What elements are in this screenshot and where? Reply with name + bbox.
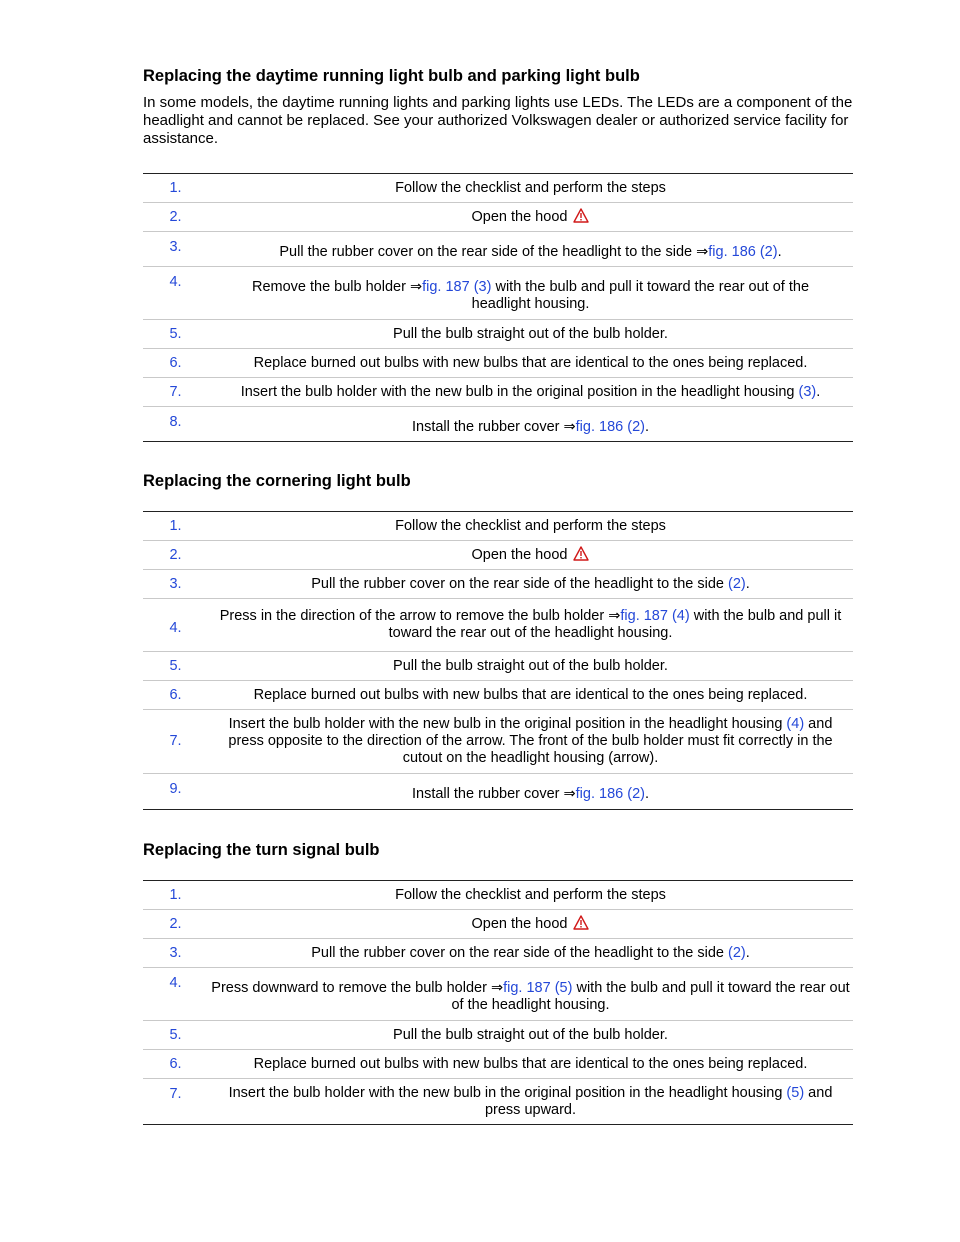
step-text: Pull the bulb straight out of the bulb h…: [208, 651, 853, 681]
figure-link[interactable]: fig. 186 (2): [575, 786, 645, 802]
step-row: 6. Replace burned out bulbs with new bul…: [143, 1049, 853, 1079]
step-row: 2. Open the hood: [143, 202, 853, 232]
step-text: Open the hood: [208, 540, 853, 570]
step-number: 5.: [143, 1020, 208, 1050]
step-text: Open the hood: [208, 202, 853, 232]
step-number: 3.: [143, 569, 208, 599]
step-row: 8. Install the rubber cover ⇒fig. 186 (2…: [143, 407, 853, 442]
step-text: Press in the direction of the arrow to r…: [208, 598, 853, 652]
step-row: 4. Remove the bulb holder ⇒fig. 187 (3) …: [143, 266, 853, 320]
step-number: 5.: [143, 651, 208, 681]
step-row: 3. Pull the rubber cover on the rear sid…: [143, 231, 853, 267]
step-text: Insert the bulb holder with the new bulb…: [208, 709, 853, 774]
step-row: 5. Pull the bulb straight out of the bul…: [143, 651, 853, 681]
step-number: 8.: [169, 414, 182, 430]
step-number: 4.: [143, 967, 208, 1021]
steps-table-cornering: 1. Follow the checklist and perform the …: [143, 511, 853, 810]
section-heading-cornering: Replacing the cornering light bulb: [143, 472, 411, 490]
step-number: 9.: [169, 781, 182, 797]
section-heading-daytime-parking: Replacing the daytime running light bulb…: [143, 67, 640, 85]
step-text: Pull the bulb straight out of the bulb h…: [208, 1020, 853, 1050]
step-number: 1.: [143, 173, 208, 203]
step-number: 2.: [143, 909, 208, 939]
step-text: Pull the bulb straight out of the bulb h…: [208, 319, 853, 349]
figure-link[interactable]: fig. 186 (2): [575, 418, 645, 435]
step-number: 2.: [143, 202, 208, 232]
warning-triangle-icon: [573, 915, 590, 930]
figure-link[interactable]: (4): [786, 716, 805, 732]
step-text: Insert the bulb holder with the new bulb…: [228, 1085, 833, 1118]
step-text: Replace burned out bulbs with new bulbs …: [208, 348, 853, 378]
step-number: 1.: [143, 880, 208, 910]
figure-link[interactable]: (2): [727, 575, 746, 592]
figure-link[interactable]: (3): [798, 383, 817, 400]
step-text: Remove the bulb holder ⇒fig. 187 (3) wit…: [208, 266, 853, 320]
step-number: 7.: [169, 1086, 182, 1102]
step-row: 4. Press downward to remove the bulb hol…: [143, 967, 853, 1021]
step-number: 1.: [143, 511, 208, 541]
warning-triangle-icon: [573, 208, 590, 223]
step-number: 3.: [143, 938, 208, 968]
step-text: Follow the checklist and perform the ste…: [208, 511, 853, 541]
step-number: 6.: [143, 1049, 208, 1079]
step-row: 1. Follow the checklist and perform the …: [143, 511, 853, 541]
step-number: 4.: [143, 598, 208, 652]
step-row: 4. Press in the direction of the arrow t…: [143, 598, 853, 652]
section-heading-turn-signal: Replacing the turn signal bulb: [143, 841, 380, 859]
step-row: 9. Install the rubber cover ⇒fig. 186 (2…: [143, 774, 853, 810]
step-row: 7. Insert the bulb holder with the new b…: [143, 377, 853, 407]
step-text: Pull the rubber cover on the rear side o…: [208, 938, 853, 968]
intro-paragraph: In some models, the daytime running ligh…: [143, 94, 853, 147]
step-text: Follow the checklist and perform the ste…: [208, 880, 853, 910]
step-text: Pull the rubber cover on the rear side o…: [208, 569, 853, 599]
step-row: 7. Insert the bulb holder with the new b…: [143, 1079, 853, 1125]
figure-link[interactable]: (2): [727, 944, 746, 961]
step-number: 5.: [143, 319, 208, 349]
figure-link[interactable]: fig. 186 (2): [708, 243, 778, 260]
step-row: 7. Insert the bulb holder with the new b…: [143, 709, 853, 774]
step-text: Insert the bulb holder with the new bulb…: [208, 377, 853, 407]
steps-table-turn-signal: 1. Follow the checklist and perform the …: [143, 880, 853, 1125]
step-text: Install the rubber cover ⇒fig. 186 (2).: [411, 418, 650, 435]
step-row: 6. Replace burned out bulbs with new bul…: [143, 680, 853, 710]
step-text: Replace burned out bulbs with new bulbs …: [208, 680, 853, 710]
step-row: 2. Open the hood: [143, 909, 853, 939]
step-text: Follow the checklist and perform the ste…: [208, 173, 853, 203]
step-text: Press downward to remove the bulb holder…: [208, 967, 853, 1021]
steps-table-daytime-parking: 1. Follow the checklist and perform the …: [143, 173, 853, 442]
step-text: Install the rubber cover ⇒fig. 186 (2).: [411, 786, 650, 802]
step-text: Open the hood: [208, 909, 853, 939]
warning-triangle-icon: [573, 546, 590, 561]
figure-link[interactable]: fig. 187 (3): [422, 279, 492, 295]
step-number: 4.: [143, 266, 208, 320]
step-number: 3.: [143, 231, 208, 267]
step-row: 3. Pull the rubber cover on the rear sid…: [143, 569, 853, 599]
figure-link[interactable]: fig. 187 (5): [503, 980, 573, 996]
step-row: 5. Pull the bulb straight out of the bul…: [143, 319, 853, 349]
step-number: 2.: [143, 540, 208, 570]
figure-link[interactable]: (5): [786, 1085, 805, 1101]
step-number: 6.: [143, 348, 208, 378]
step-row: 1. Follow the checklist and perform the …: [143, 880, 853, 910]
step-row: 5. Pull the bulb straight out of the bul…: [143, 1020, 853, 1050]
step-number: 7.: [143, 709, 208, 774]
step-row: 3. Pull the rubber cover on the rear sid…: [143, 938, 853, 968]
figure-link[interactable]: fig. 187 (4): [620, 608, 690, 624]
step-text: Replace burned out bulbs with new bulbs …: [208, 1049, 853, 1079]
step-number: 6.: [143, 680, 208, 710]
page-content: Replacing the daytime running light bulb…: [143, 66, 853, 1125]
step-number: 7.: [143, 377, 208, 407]
step-row: 2. Open the hood: [143, 540, 853, 570]
step-row: 6. Replace burned out bulbs with new bul…: [143, 348, 853, 378]
step-text: Pull the rubber cover on the rear side o…: [208, 231, 853, 267]
step-row: 1. Follow the checklist and perform the …: [143, 173, 853, 203]
